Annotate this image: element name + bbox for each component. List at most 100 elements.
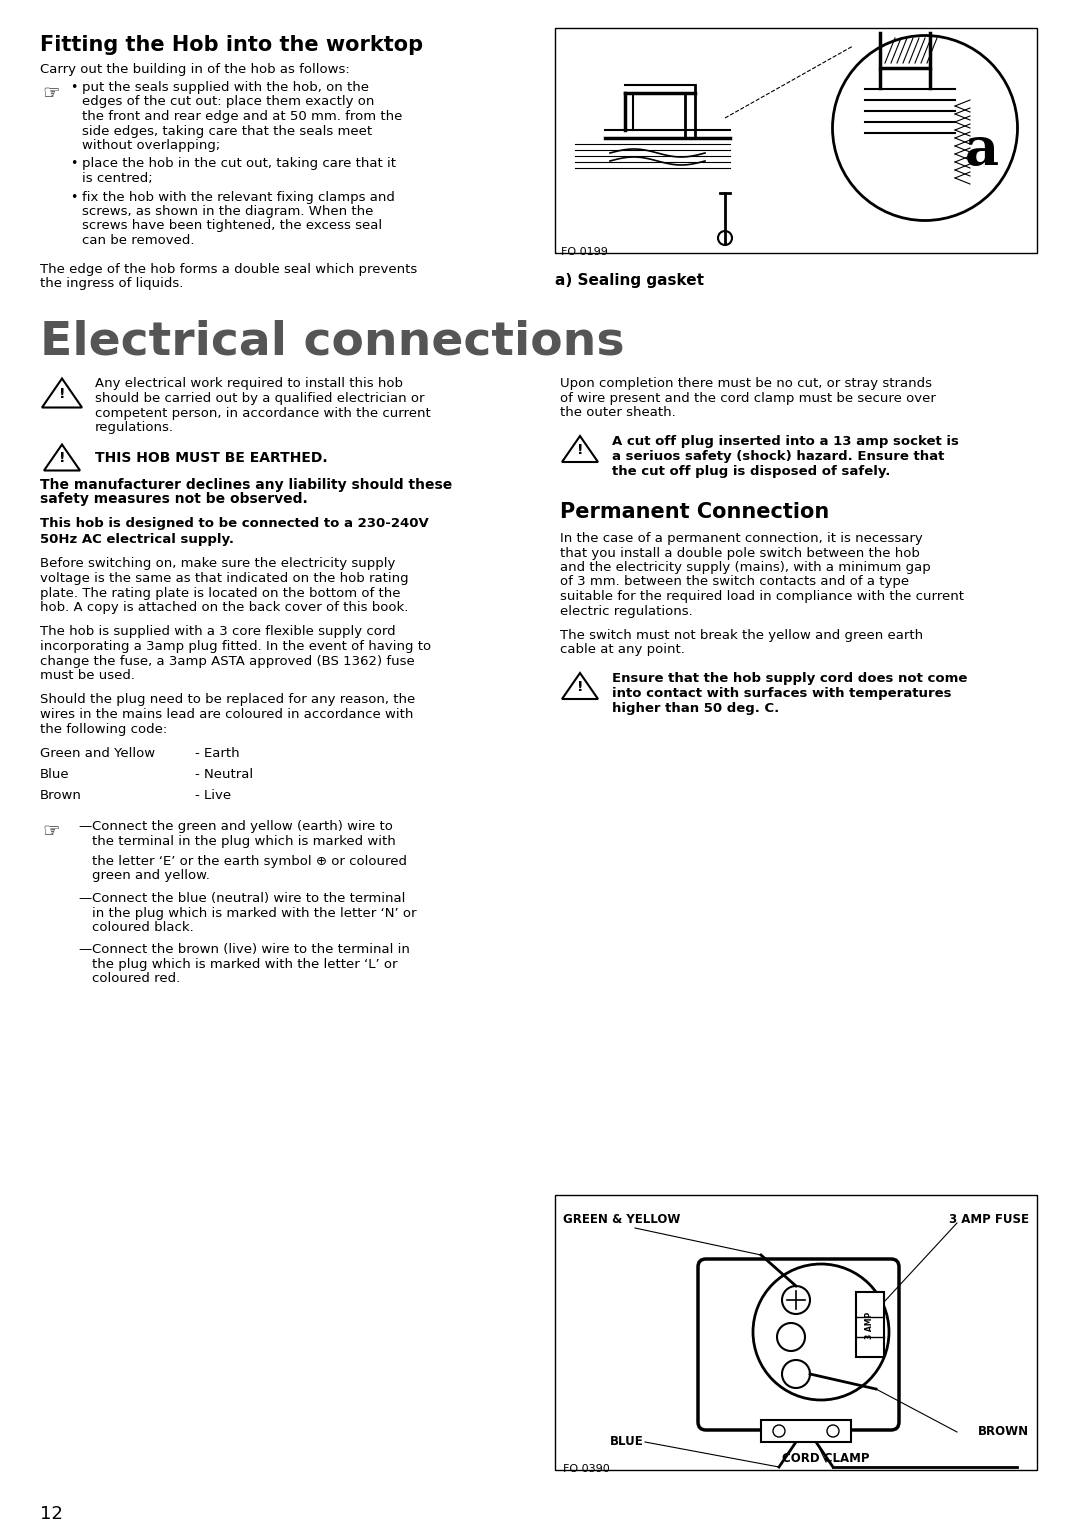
Text: Connect the blue (neutral) wire to the terminal: Connect the blue (neutral) wire to the t… <box>92 892 405 905</box>
Text: place the hob in the cut out, taking care that it: place the hob in the cut out, taking car… <box>82 157 396 171</box>
Text: cable at any point.: cable at any point. <box>561 643 685 657</box>
Text: Should the plug need to be replaced for any reason, the: Should the plug need to be replaced for … <box>40 694 415 706</box>
Text: coloured red.: coloured red. <box>92 972 180 986</box>
Text: ☞: ☞ <box>42 84 59 102</box>
Text: screws have been tightened, the excess seal: screws have been tightened, the excess s… <box>82 220 382 232</box>
Text: plate. The rating plate is located on the bottom of the: plate. The rating plate is located on th… <box>40 587 401 599</box>
Text: a: a <box>964 124 999 176</box>
Text: Before switching on, make sure the electricity supply: Before switching on, make sure the elect… <box>40 558 395 570</box>
Text: In the case of a permanent connection, it is necessary: In the case of a permanent connection, i… <box>561 532 922 545</box>
Text: Upon completion there must be no cut, or stray strands: Upon completion there must be no cut, or… <box>561 377 932 391</box>
Text: Electrical connections: Electrical connections <box>40 319 624 365</box>
Text: the following code:: the following code: <box>40 723 167 735</box>
Text: electric regulations.: electric regulations. <box>561 605 692 617</box>
Text: Ensure that the hob supply cord does not come: Ensure that the hob supply cord does not… <box>612 672 968 685</box>
Text: BROWN: BROWN <box>977 1426 1029 1438</box>
Text: Fitting the Hob into the worktop: Fitting the Hob into the worktop <box>40 35 423 55</box>
Text: The hob is supplied with a 3 core flexible supply cord: The hob is supplied with a 3 core flexib… <box>40 625 395 639</box>
Text: This hob is designed to be connected to a 230-240V: This hob is designed to be connected to … <box>40 518 429 530</box>
Text: change the fuse, a 3amp ASTA approved (BS 1362) fuse: change the fuse, a 3amp ASTA approved (B… <box>40 654 415 668</box>
Text: A cut off plug inserted into a 13 amp socket is: A cut off plug inserted into a 13 amp so… <box>612 435 959 448</box>
Text: voltage is the same as that indicated on the hob rating: voltage is the same as that indicated on… <box>40 571 408 585</box>
Text: —: — <box>78 892 91 905</box>
Text: in the plug which is marked with the letter ‘N’ or: in the plug which is marked with the let… <box>92 906 417 920</box>
Text: without overlapping;: without overlapping; <box>82 139 220 151</box>
Text: ☞: ☞ <box>42 822 59 840</box>
Text: the plug which is marked with the letter ‘L’ or: the plug which is marked with the letter… <box>92 958 397 970</box>
Text: suitable for the required load in compliance with the current: suitable for the required load in compli… <box>561 590 964 604</box>
Text: Any electrical work required to install this hob: Any electrical work required to install … <box>95 377 403 391</box>
Polygon shape <box>562 435 598 461</box>
Text: and the electricity supply (mains), with a minimum gap: and the electricity supply (mains), with… <box>561 561 931 575</box>
Text: Brown: Brown <box>40 788 82 802</box>
Text: hob. A copy is attached on the back cover of this book.: hob. A copy is attached on the back cove… <box>40 601 408 614</box>
Text: !: ! <box>577 443 583 457</box>
Bar <box>555 28 1037 254</box>
Polygon shape <box>44 445 80 471</box>
Text: The manufacturer declines any liability should these: The manufacturer declines any liability … <box>40 477 453 492</box>
FancyBboxPatch shape <box>698 1259 899 1430</box>
Text: safety measures not be observed.: safety measures not be observed. <box>40 492 308 506</box>
Text: FO 0199: FO 0199 <box>561 248 608 257</box>
Text: side edges, taking care that the seals meet: side edges, taking care that the seals m… <box>82 124 373 138</box>
Text: should be carried out by a qualified electrician or: should be carried out by a qualified ele… <box>95 393 424 405</box>
Text: Connect the brown (live) wire to the terminal in: Connect the brown (live) wire to the ter… <box>92 943 410 957</box>
Text: CORD CLAMP: CORD CLAMP <box>782 1452 869 1465</box>
Text: 50Hz AC electrical supply.: 50Hz AC electrical supply. <box>40 532 234 545</box>
Text: FO 0390: FO 0390 <box>563 1464 610 1475</box>
Text: 12: 12 <box>40 1505 63 1523</box>
Text: of wire present and the cord clamp must be secure over: of wire present and the cord clamp must … <box>561 393 936 405</box>
Text: fix the hob with the relevant fixing clamps and: fix the hob with the relevant fixing cla… <box>82 191 395 203</box>
Text: edges of the cut out: place them exactly on: edges of the cut out: place them exactly… <box>82 95 375 108</box>
Text: a) Sealing gasket: a) Sealing gasket <box>555 274 704 287</box>
Text: !: ! <box>577 680 583 694</box>
Text: THIS HOB MUST BE EARTHED.: THIS HOB MUST BE EARTHED. <box>95 451 327 466</box>
Text: regulations.: regulations. <box>95 422 174 434</box>
Text: put the seals supplied with the hob, on the: put the seals supplied with the hob, on … <box>82 81 369 95</box>
Text: BLUE: BLUE <box>610 1435 644 1449</box>
Text: The edge of the hob forms a double seal which prevents: The edge of the hob forms a double seal … <box>40 263 417 275</box>
Polygon shape <box>562 672 598 698</box>
Text: !: ! <box>58 387 65 400</box>
Text: - Earth: - Earth <box>195 747 240 759</box>
Text: GREEN & YELLOW: GREEN & YELLOW <box>563 1213 680 1225</box>
Bar <box>761 1420 851 1442</box>
Text: •: • <box>70 81 78 95</box>
Text: higher than 50 deg. C.: higher than 50 deg. C. <box>612 701 780 715</box>
Text: screws, as shown in the diagram. When the: screws, as shown in the diagram. When th… <box>82 205 374 219</box>
Text: 3 AMP: 3 AMP <box>865 1311 875 1339</box>
Text: the outer sheath.: the outer sheath. <box>561 406 676 420</box>
Text: Carry out the building in of the hob as follows:: Carry out the building in of the hob as … <box>40 63 350 76</box>
Text: incorporating a 3amp plug fitted. In the event of having to: incorporating a 3amp plug fitted. In the… <box>40 640 431 652</box>
Text: Connect the green and yellow (earth) wire to: Connect the green and yellow (earth) wir… <box>92 821 393 833</box>
Text: competent person, in accordance with the current: competent person, in accordance with the… <box>95 406 431 420</box>
Bar <box>856 1293 885 1357</box>
Bar <box>555 1195 1037 1470</box>
Text: Green and Yellow: Green and Yellow <box>40 747 156 759</box>
Text: •: • <box>70 157 78 171</box>
Text: a seriuos safety (shock) hazard. Ensure that: a seriuos safety (shock) hazard. Ensure … <box>612 451 944 463</box>
Text: coloured black.: coloured black. <box>92 921 193 934</box>
Text: green and yellow.: green and yellow. <box>92 869 210 883</box>
Text: —: — <box>78 943 91 957</box>
Text: - Neutral: - Neutral <box>195 769 253 781</box>
Text: is centred;: is centred; <box>82 173 152 185</box>
Text: Permanent Connection: Permanent Connection <box>561 503 829 523</box>
Text: the cut off plug is disposed of safely.: the cut off plug is disposed of safely. <box>612 465 890 478</box>
Text: the terminal in the plug which is marked with: the terminal in the plug which is marked… <box>92 834 395 848</box>
Text: into contact with surfaces with temperatures: into contact with surfaces with temperat… <box>612 688 951 700</box>
Polygon shape <box>42 379 82 408</box>
Text: •: • <box>70 191 78 203</box>
Text: the ingress of liquids.: the ingress of liquids. <box>40 277 184 290</box>
Text: of 3 mm. between the switch contacts and of a type: of 3 mm. between the switch contacts and… <box>561 576 909 588</box>
Text: the letter ‘E’ or the earth symbol ⊕ or coloured: the letter ‘E’ or the earth symbol ⊕ or … <box>92 856 407 868</box>
Text: The switch must not break the yellow and green earth: The switch must not break the yellow and… <box>561 630 923 642</box>
Text: must be used.: must be used. <box>40 669 135 681</box>
Text: !: ! <box>58 451 65 466</box>
Text: wires in the mains lead are coloured in accordance with: wires in the mains lead are coloured in … <box>40 707 414 721</box>
Text: can be removed.: can be removed. <box>82 234 194 248</box>
Text: —: — <box>78 821 91 833</box>
Text: that you install a double pole switch between the hob: that you install a double pole switch be… <box>561 547 920 559</box>
Text: 3 AMP FUSE: 3 AMP FUSE <box>949 1213 1029 1225</box>
Text: - Live: - Live <box>195 788 231 802</box>
